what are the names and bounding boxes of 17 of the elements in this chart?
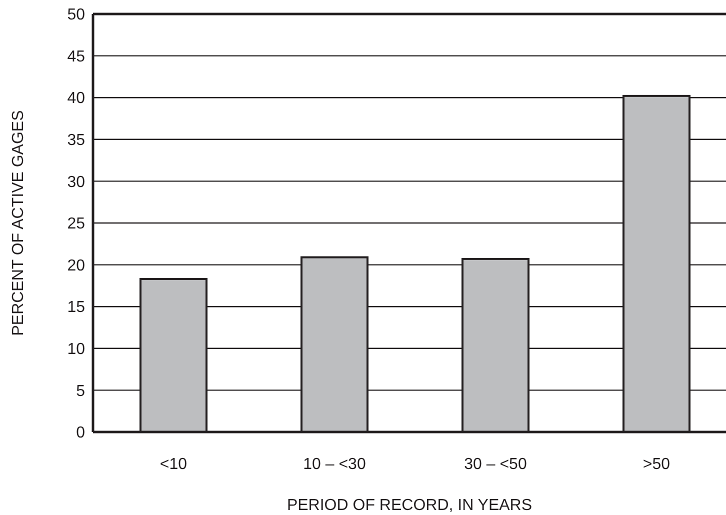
y-tick-label: 30 xyxy=(67,174,86,191)
y-axis-title: PERCENT OF ACTIVE GAGES xyxy=(10,110,27,336)
y-tick-label: 0 xyxy=(76,424,86,442)
y-tick-label: 25 xyxy=(67,216,86,233)
y-tick-label: 5 xyxy=(76,382,86,400)
y-tick-label: 15 xyxy=(67,299,86,316)
x-tick-label: 10 – <30 xyxy=(303,456,366,473)
y-tick-label: 35 xyxy=(67,132,86,149)
x-tick-label: >50 xyxy=(642,456,670,473)
y-tick-label: 10 xyxy=(67,341,86,358)
x-axis-title: PERIOD OF RECORD, IN YEARS xyxy=(286,497,532,514)
x-tick-label: 30 – <50 xyxy=(464,456,527,473)
y-tick-label: 40 xyxy=(67,90,86,108)
y-tick-label: 45 xyxy=(67,48,86,66)
y-tick-label: 50 xyxy=(67,6,86,24)
y-tick-label: 20 xyxy=(67,257,86,274)
x-tick-label: <10 xyxy=(160,456,188,473)
